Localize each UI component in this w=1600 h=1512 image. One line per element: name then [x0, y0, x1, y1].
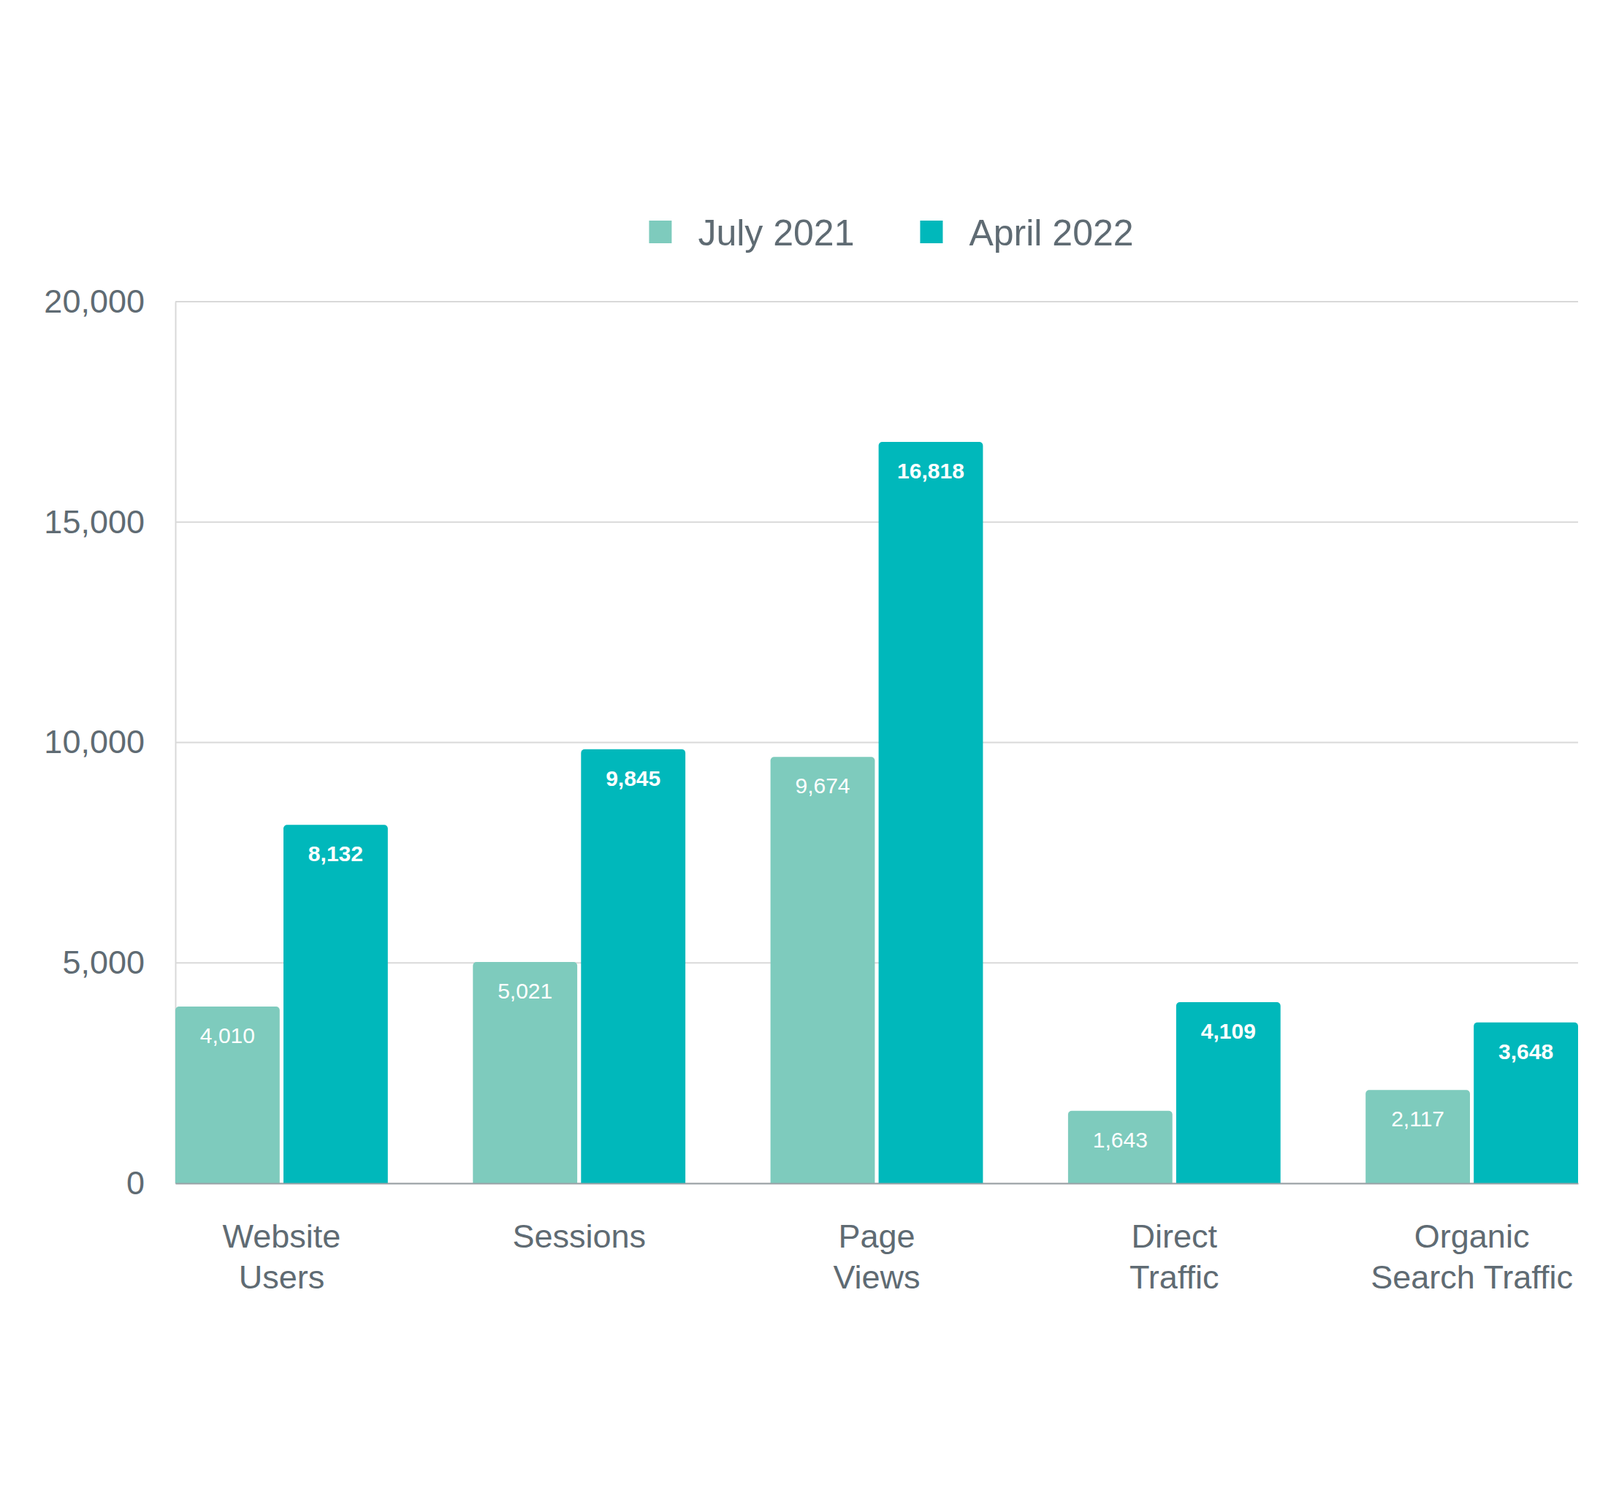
y-tick: 15,000 [43, 503, 176, 541]
bar [1068, 1111, 1173, 1184]
x-tick-label: PageViews [832, 1217, 920, 1297]
y-tick-label: 15,000 [43, 503, 145, 541]
x-tick-label: Sessions [512, 1217, 646, 1256]
x-axis-line [176, 1183, 1579, 1186]
y-tick-label: 5,000 [62, 943, 145, 982]
legend-swatch [919, 220, 943, 244]
legend-item: July 2021 [648, 212, 855, 254]
legend-label: July 2021 [697, 212, 855, 254]
data-label: 5,021 [497, 978, 553, 1004]
plot: 0 5,000 10,000 15,000 20,000 WebsiteUsers Sess… [43, 282, 1579, 1297]
x-tick: OrganicSearch Traffic [1370, 1183, 1573, 1297]
y-tick-label: 10,000 [43, 723, 145, 761]
x-axis: WebsiteUsers Sessions PageViews DirectTraff… [176, 1183, 1579, 1297]
bar [472, 962, 578, 1184]
x-tick-label-line: Traffic [1129, 1258, 1220, 1297]
data-label: 4,109 [1201, 1019, 1256, 1044]
chart: 0 5,000 10,000 15,000 20,000 WebsiteUsers Sess… [0, 0, 1600, 1512]
y-tick: 20,000 [43, 282, 176, 320]
y-axis: 0 5,000 10,000 15,000 20,000 [43, 282, 176, 1202]
x-tick-label-line: Website [222, 1217, 342, 1256]
x-tick-label: OrganicSearch Traffic [1370, 1217, 1573, 1297]
y-tick: 5,000 [62, 943, 176, 982]
grid-line [175, 742, 1579, 744]
legend: July 2021 April 2022 [648, 212, 1134, 254]
y-tick: 0 [126, 1164, 176, 1202]
data-labels: 4,010 5,021 9,674 1,643 2,117 8,132 9,845 16,81… [200, 458, 1554, 1153]
data-label: 3,648 [1498, 1039, 1554, 1064]
bar [580, 749, 686, 1184]
x-tick-label-line: Users [238, 1258, 326, 1297]
data-label: 9,674 [794, 773, 850, 798]
bar [878, 442, 984, 1184]
data-label: 16,818 [897, 458, 965, 483]
grid-line [175, 521, 1579, 524]
y-tick-label: 20,000 [43, 282, 145, 320]
bar [1365, 1090, 1470, 1184]
bars [175, 442, 1579, 1184]
legend-swatch [648, 220, 672, 244]
x-tick-label: DirectTraffic [1129, 1217, 1220, 1297]
x-tick-label-line: Page [837, 1217, 915, 1256]
bar [175, 1006, 280, 1184]
data-label: 4,010 [200, 1023, 255, 1048]
x-tick-label: WebsiteUsers [222, 1217, 342, 1297]
x-tick-label-line: Organic [1414, 1217, 1530, 1256]
y-tick: 10,000 [43, 723, 176, 761]
bar [770, 756, 876, 1184]
data-label: 2,117 [1391, 1106, 1445, 1131]
legend-item: April 2022 [919, 212, 1134, 254]
x-tick-label-line: Search Traffic [1370, 1258, 1573, 1297]
x-tick: DirectTraffic [1129, 1183, 1220, 1297]
x-tick: Sessions [512, 1183, 646, 1256]
x-tick-label-line: Sessions [512, 1217, 646, 1256]
legend-label: April 2022 [968, 212, 1134, 254]
x-tick-label-line: Direct [1131, 1217, 1218, 1256]
data-label: 8,132 [308, 841, 364, 866]
x-tick-label-line: Views [832, 1258, 920, 1297]
y-tick-label: 0 [126, 1164, 145, 1202]
data-label: 9,845 [605, 766, 661, 791]
bar [1473, 1022, 1579, 1184]
x-tick: WebsiteUsers [222, 1183, 342, 1297]
bar [1176, 1002, 1281, 1184]
x-tick: PageViews [832, 1183, 920, 1297]
data-label: 1,643 [1092, 1128, 1148, 1153]
grid-line [175, 301, 1579, 303]
bar [283, 824, 388, 1184]
